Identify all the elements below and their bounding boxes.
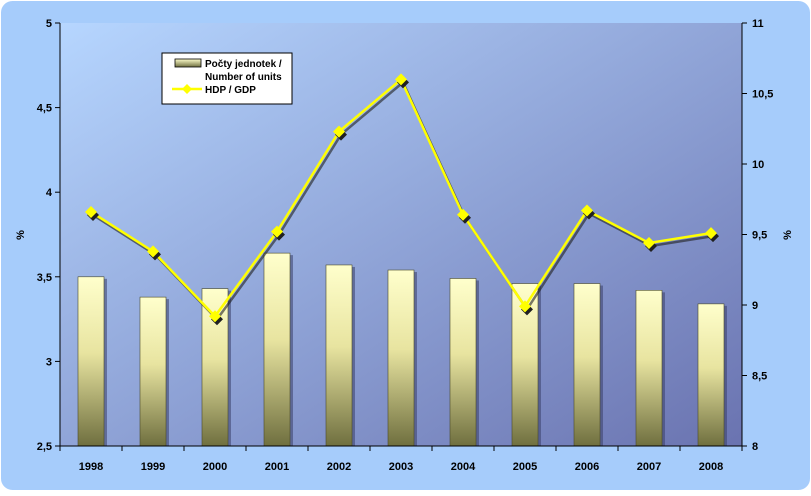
y-left-tick-label: 3 (46, 356, 52, 368)
x-tick-label: 2002 (327, 461, 351, 473)
bar (387, 269, 415, 447)
legend-bar-swatch (174, 58, 202, 68)
line-point (209, 310, 221, 323)
x-tick-label: 1999 (141, 461, 165, 473)
line-point (395, 73, 407, 86)
line-point (147, 245, 159, 258)
legend-label-units-en: Number of units (205, 72, 282, 83)
line-point (705, 227, 717, 240)
line-point (85, 205, 97, 218)
y-right-tick-label: 9 (752, 300, 758, 312)
y-left-tick-label: 4,5 (37, 103, 52, 115)
x-tick-label: 2008 (699, 461, 723, 473)
line-point (581, 204, 593, 217)
y-right-tick-label: 8 (752, 441, 758, 453)
x-tick-label: 2004 (451, 461, 476, 473)
y-right-tick-label: 10,5 (752, 89, 773, 101)
y-left-tick-label: 4 (46, 187, 53, 199)
x-tick-label: 2000 (203, 461, 227, 473)
line-point (519, 300, 531, 313)
bar (573, 283, 601, 447)
y-right-tick-label: 10 (752, 159, 764, 171)
bar (325, 264, 353, 447)
y-right-tick-label: 8,5 (752, 371, 767, 383)
y-right-tick-label: 9,5 (752, 230, 767, 242)
y-left-tick-label: 3,5 (37, 272, 52, 284)
bar (697, 303, 725, 447)
legend-marker (182, 84, 192, 94)
y-right-axis-title: % (782, 230, 794, 240)
y-left-tick-label: 5 (46, 18, 52, 30)
line-point (333, 125, 345, 138)
line-series (85, 73, 719, 326)
x-tick-label: 1998 (79, 461, 103, 473)
line-point (271, 225, 283, 238)
x-tick-label: 2005 (513, 461, 537, 473)
y-left-axis-title: % (15, 230, 27, 240)
line-point (643, 236, 655, 249)
line-point (457, 208, 469, 221)
bar (449, 278, 477, 447)
x-tick-label: 2003 (389, 461, 413, 473)
bar (77, 276, 105, 447)
bar (263, 252, 291, 447)
legend-label-units: Počty jednotek / (205, 59, 282, 70)
bar (139, 296, 167, 447)
y-right-tick-label: 11 (752, 18, 764, 30)
x-tick-label: 2001 (265, 461, 289, 473)
x-tick-label: 2006 (575, 461, 599, 473)
x-tick-label: 2007 (637, 461, 661, 473)
bar (635, 290, 663, 447)
legend-label-gdp: HDP / GDP (205, 85, 256, 96)
axes: 2,5 3 3,5 4 4,5 5 8 8,5 9 9,5 10 10,5 11 1998 1999 2000… (15, 18, 794, 473)
y-left-tick-label: 2,5 (37, 441, 52, 453)
bar-series (77, 252, 727, 447)
legend: Počty jednotek / Number of units HDP / GDP (161, 52, 293, 105)
